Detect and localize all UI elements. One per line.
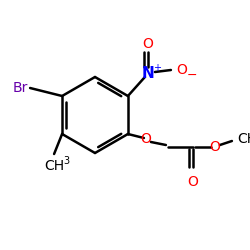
Text: 3: 3: [63, 156, 69, 166]
Text: Br: Br: [13, 81, 28, 95]
Text: O: O: [188, 175, 198, 189]
Text: O: O: [176, 63, 187, 77]
Text: CH: CH: [44, 159, 64, 173]
Text: O: O: [210, 140, 220, 154]
Text: −: −: [187, 68, 198, 82]
Text: N: N: [142, 66, 154, 82]
Text: O: O: [142, 37, 153, 51]
Text: CH: CH: [237, 132, 250, 146]
Text: O: O: [140, 132, 151, 146]
Text: +: +: [153, 63, 161, 73]
